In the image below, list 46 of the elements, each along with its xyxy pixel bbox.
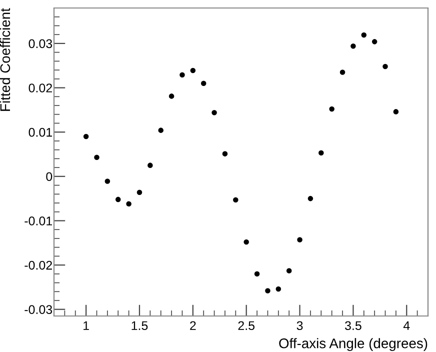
y-axis-title: Fitted Coefficient <box>0 8 10 111</box>
point <box>318 150 324 156</box>
point <box>308 196 314 202</box>
y-tick-label: 0.01 <box>28 128 52 137</box>
point <box>200 80 206 86</box>
x-axis-title: Off-axis Angle (degrees) <box>279 338 428 352</box>
point <box>158 128 164 133</box>
point <box>393 109 399 114</box>
y-tick-label: -0.02 <box>24 260 52 270</box>
point <box>329 106 334 112</box>
y-tick-label: -0.03 <box>24 305 52 314</box>
point <box>83 134 89 140</box>
point <box>168 94 174 99</box>
x-tick-label: 3.5 <box>344 321 362 330</box>
point <box>233 197 238 203</box>
point <box>372 39 378 44</box>
x-tick-label: 4 <box>403 321 410 330</box>
point <box>276 286 282 292</box>
x-tick-label: 1 <box>84 321 89 330</box>
point <box>115 196 121 202</box>
y-tick-label: 0 <box>46 172 52 182</box>
x-tick-label: 2 <box>190 321 196 330</box>
point <box>297 237 302 242</box>
point <box>254 271 260 277</box>
point <box>136 190 142 195</box>
point <box>94 154 100 160</box>
point <box>126 201 132 207</box>
x-tick-label: 2.5 <box>238 321 255 330</box>
point <box>340 70 346 75</box>
point <box>265 288 270 294</box>
point <box>180 72 185 78</box>
point <box>350 43 356 49</box>
point <box>361 32 367 38</box>
point <box>212 110 217 116</box>
y-tick-label: -0.01 <box>24 216 52 226</box>
point <box>286 268 292 274</box>
point <box>148 162 153 168</box>
point <box>104 178 110 184</box>
y-tick-label: 0.03 <box>28 39 52 48</box>
x-tick-label: 1.5 <box>132 321 148 330</box>
point <box>382 64 388 70</box>
point <box>190 68 196 74</box>
point <box>222 151 228 156</box>
x-tick-label: 3 <box>296 321 303 330</box>
y-tick-label: 0.02 <box>28 84 52 92</box>
point <box>244 239 249 245</box>
